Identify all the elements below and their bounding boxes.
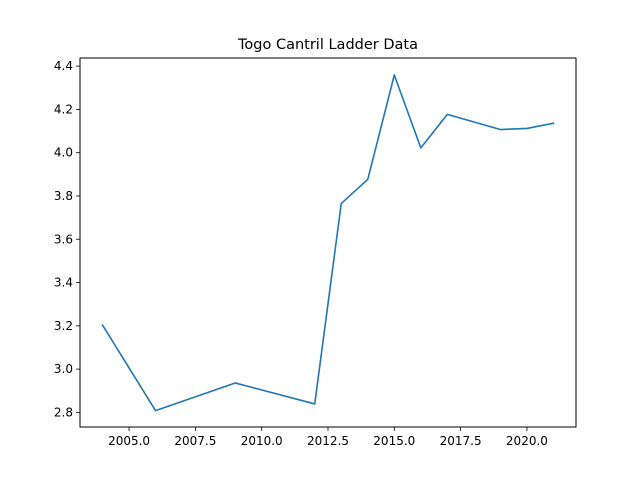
y-tick-label: 3.8 xyxy=(54,189,73,203)
x-tick-label: 2005.0 xyxy=(108,434,150,448)
y-tick-label: 2.8 xyxy=(54,405,73,419)
x-tick-label: 2015.0 xyxy=(373,434,415,448)
x-tick-label: 2010.0 xyxy=(241,434,283,448)
y-tick-label: 3.2 xyxy=(54,319,73,333)
y-tick-label: 4.4 xyxy=(54,59,73,73)
x-tick-label: 2007.5 xyxy=(174,434,216,448)
series-line xyxy=(101,74,555,412)
y-tick-label: 3.0 xyxy=(54,362,73,376)
y-tick-label: 3.6 xyxy=(54,232,73,246)
chart-title: Togo Cantril Ladder Data xyxy=(237,37,418,53)
y-tick-label: 4.0 xyxy=(54,146,73,160)
y-tick-label: 4.2 xyxy=(54,102,73,116)
plot-frame xyxy=(79,57,577,428)
plot-series xyxy=(101,74,555,412)
x-tick-label: 2020.0 xyxy=(506,434,548,448)
x-tick-label: 2017.5 xyxy=(440,434,482,448)
y-axis: 2.8 3.0 3.2 3.4 3.6 3.8 4.0 4.2 4.4 xyxy=(54,59,80,419)
x-tick-label: 2012.5 xyxy=(307,434,349,448)
y-tick-label: 3.4 xyxy=(54,276,73,290)
x-axis: 2005.0 2007.5 2010.0 2012.5 2015.0 2017.5 2020… xyxy=(108,427,548,448)
